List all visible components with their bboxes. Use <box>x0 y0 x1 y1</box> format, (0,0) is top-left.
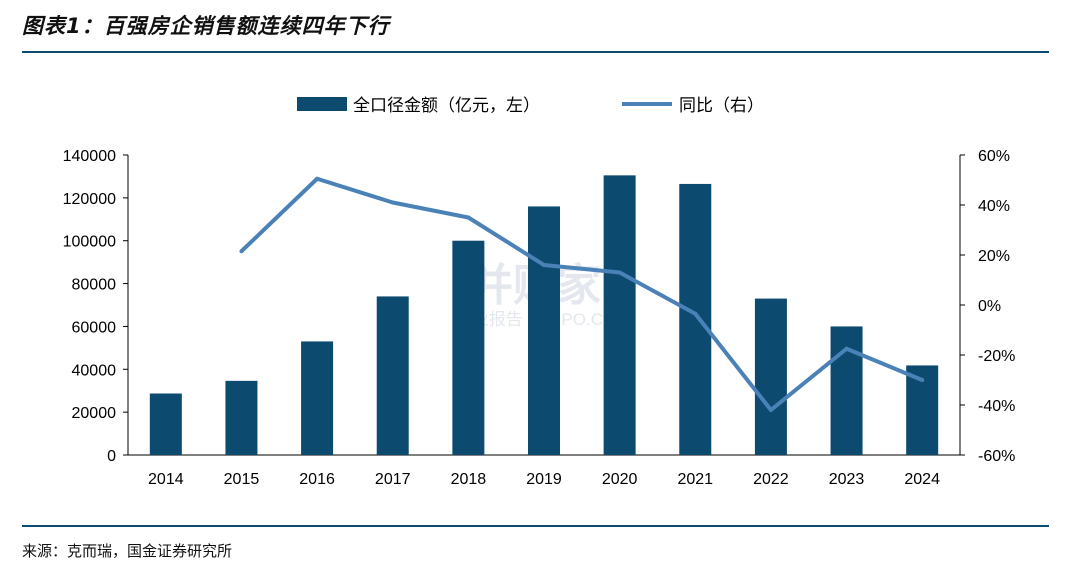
x-tick-label: 2017 <box>375 471 411 488</box>
left-tick-label: 80000 <box>72 277 117 294</box>
x-tick-label: 2021 <box>677 471 713 488</box>
yoy-point-2016 <box>315 176 320 181</box>
yoy-point-2019 <box>542 263 546 267</box>
bar-2018 <box>452 240 485 455</box>
x-tick-label: 2014 <box>148 471 184 488</box>
yoy-point-2023 <box>844 346 849 351</box>
x-tick-label: 2016 <box>299 471 335 488</box>
chart-title: 图表1：百强房企销售额连续四年下行 <box>22 14 390 38</box>
yoy-point-2024 <box>920 378 925 382</box>
bar-2023 <box>830 326 863 455</box>
yoy-point-2020 <box>617 270 622 275</box>
x-tick-label: 2018 <box>451 471 487 488</box>
left-tick-label: 20000 <box>72 405 117 422</box>
line-series <box>239 176 925 412</box>
x-tick-label: 2024 <box>904 471 940 488</box>
x-tick-label: 2015 <box>224 471 260 488</box>
right-tick-label: -60% <box>978 448 1015 465</box>
left-tick-label: 100000 <box>63 234 116 251</box>
footer-rule <box>22 525 1049 527</box>
x-tick-label: 2023 <box>829 471 865 488</box>
x-tick-label: 2019 <box>526 471 562 488</box>
right-tick-label: 0% <box>978 298 1001 315</box>
bar-2021 <box>679 183 712 455</box>
right-tick-label: 20% <box>978 248 1010 265</box>
bar-2014 <box>149 393 182 455</box>
bar-2017 <box>376 296 409 455</box>
bar-2019 <box>528 206 560 455</box>
source-note: 来源：克而瑞，国金证券研究所 <box>22 542 233 560</box>
yoy-line <box>240 176 923 412</box>
left-tick-label: 140000 <box>63 148 116 165</box>
yoy-point-2021 <box>693 311 698 316</box>
title-rule <box>22 51 1049 53</box>
left-tick-label: 120000 <box>63 191 116 208</box>
yoy-point-2017 <box>390 200 395 205</box>
bar-2016 <box>301 341 334 455</box>
bars <box>149 175 939 455</box>
right-tick-label: -40% <box>978 398 1015 415</box>
right-tick-label: 40% <box>978 198 1010 215</box>
yoy-point-2022 <box>768 408 773 412</box>
legend-line-label: 同比（右） <box>679 96 764 115</box>
legend-bar-label: 全口径金额（亿元，左） <box>353 96 540 115</box>
right-tick-label: -20% <box>978 348 1015 365</box>
bar-2020 <box>603 175 636 455</box>
bar-2022 <box>754 298 787 455</box>
left-tick-label: 0 <box>107 448 116 465</box>
x-tick-label: 2020 <box>602 471 638 488</box>
bar-2015 <box>225 380 258 455</box>
axes: 0 20000 40000 60000 80000 100000 120000 140000 -… <box>63 148 1016 488</box>
yoy-point-2015 <box>239 249 244 254</box>
right-tick-label: 60% <box>978 148 1010 165</box>
legend-bar-swatch <box>297 97 347 111</box>
left-tick-label: 60000 <box>72 319 117 336</box>
left-tick-label: 40000 <box>72 362 117 379</box>
yoy-point-2018 <box>466 215 471 220</box>
legend: 全口径金额（亿元，左） 同比（右） <box>297 96 764 115</box>
x-tick-label: 2022 <box>753 471 789 488</box>
